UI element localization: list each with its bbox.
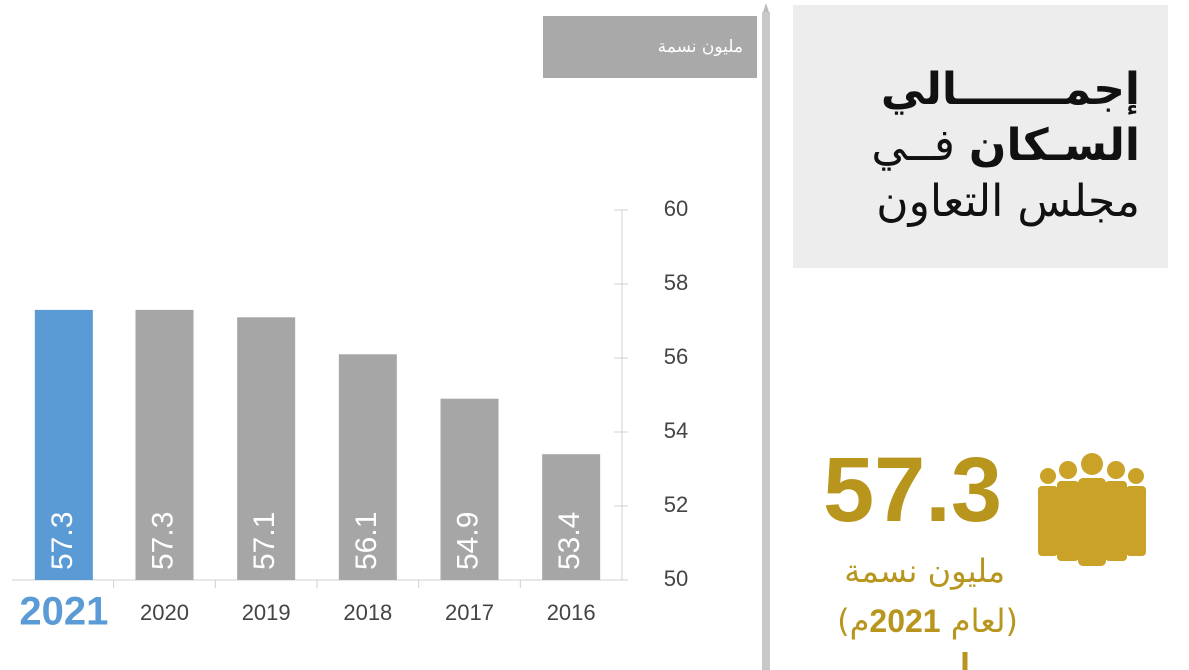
- y-tick-label: 60: [664, 196, 688, 221]
- value-label: 54.9: [451, 512, 484, 570]
- bar: [338, 354, 397, 580]
- bar: [34, 309, 93, 580]
- title: إجمـــــــالي السـكان فــي مجلس التعاون: [800, 62, 1140, 230]
- x-tick-label: 2021: [19, 590, 108, 634]
- title-line: إجمـــــــالي: [800, 62, 1140, 118]
- highlight-value: 57.3: [822, 439, 1002, 541]
- title-bold: إجمـــــــالي: [880, 64, 1140, 115]
- value-label: 53.4: [553, 512, 586, 570]
- x-tick-label: 2016: [547, 600, 596, 625]
- x-tick-label: 2019: [242, 600, 291, 625]
- title-bold: السـكان: [968, 120, 1140, 171]
- note-year: 2021: [869, 603, 941, 639]
- y-tick-label: 54: [664, 418, 688, 443]
- y-tick-label: 58: [664, 270, 688, 295]
- title-line: مجلس التعاون: [800, 174, 1140, 230]
- title-box: [793, 5, 1168, 268]
- highlight-note: (لعام 2021م): [760, 602, 1018, 640]
- highlight-unit: مليون نسمة: [844, 552, 1005, 590]
- x-tick-label: 2020: [140, 600, 189, 625]
- y-tick-label: 52: [664, 492, 688, 517]
- people-icon: [1038, 453, 1146, 566]
- bar: [542, 454, 601, 580]
- bar: [237, 317, 296, 580]
- value-label: 56.1: [350, 512, 383, 570]
- y-tick-label: 56: [664, 344, 688, 369]
- unit-label: مليون نسمة: [657, 37, 743, 57]
- bar: [135, 309, 194, 580]
- x-tick-label: 2018: [343, 600, 392, 625]
- bar: [440, 398, 499, 580]
- value-label: 57.3: [46, 512, 79, 570]
- pole-tip: [763, 3, 769, 12]
- title-regular: مجلس التعاون: [876, 176, 1140, 227]
- note-open: (لعام: [950, 602, 1018, 640]
- flag: [543, 16, 757, 78]
- title-regular: فــي: [871, 120, 955, 171]
- pole: [762, 12, 770, 670]
- note-close: م): [837, 602, 870, 640]
- value-label: 57.3: [146, 512, 179, 570]
- value-label: 57.1: [248, 512, 281, 570]
- y-tick-label: 50: [664, 566, 688, 591]
- title-line: السـكان فــي: [800, 118, 1140, 174]
- x-tick-label: 2017: [445, 600, 494, 625]
